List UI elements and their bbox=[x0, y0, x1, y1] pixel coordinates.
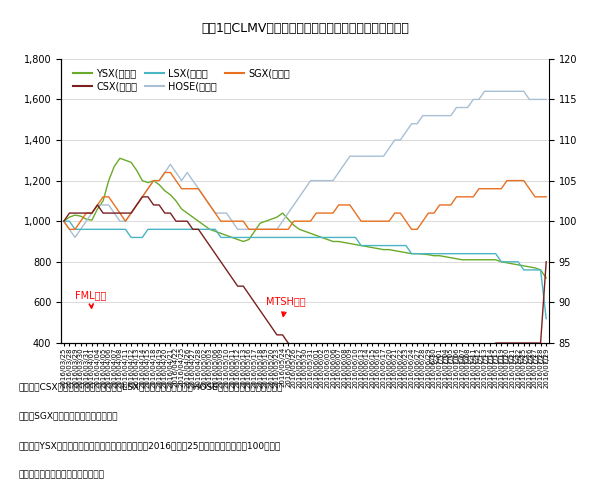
Text: （注１）CSX：カンボジア証券取引所、LSX：ラオス証券取引所、HOSE：ホーチミン証券取引所、: （注１）CSX：カンボジア証券取引所、LSX：ラオス証券取引所、HOSE：ホーチ… bbox=[18, 382, 282, 391]
Text: さらに指数化した値（右軸）: さらに指数化した値（右軸） bbox=[18, 470, 104, 479]
Text: （出所）各証券取引所ウェブサイトより大和総研作成: （出所）各証券取引所ウェブサイトより大和総研作成 bbox=[429, 355, 549, 364]
Text: （注２）YSXは株価指数の終値（左軸）、その他は2016年３月25日の株価指数終値を100として: （注２）YSXは株価指数の終値（左軸）、その他は2016年３月25日の株価指数終… bbox=[18, 441, 281, 450]
Text: SGX：シンガポール証券取引所: SGX：シンガポール証券取引所 bbox=[18, 412, 118, 420]
Text: FML上場: FML上場 bbox=[75, 291, 106, 308]
Legend: YSX(左軸）, CSX(右軸）, LSX(右軸）, HOSE(右軸）, SGX(右軸）: YSX(左軸）, CSX(右軸）, LSX(右軸）, HOSE(右軸）, SGX… bbox=[71, 67, 292, 93]
Text: MTSH上場: MTSH上場 bbox=[266, 296, 306, 316]
Text: 図表1：CLMV及びシンガポールにおける株価指数の推移: 図表1：CLMV及びシンガポールにおける株価指数の推移 bbox=[201, 22, 409, 35]
